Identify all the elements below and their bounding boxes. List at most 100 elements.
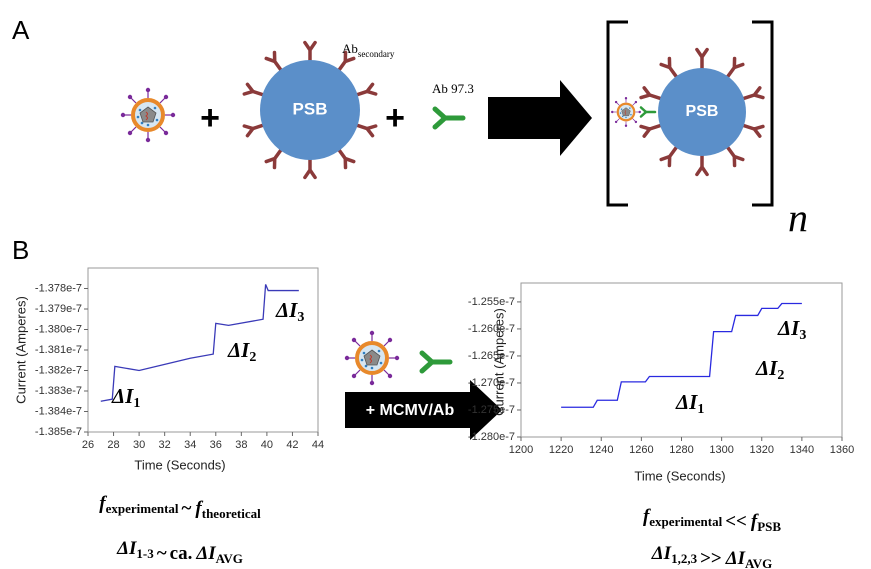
x-tick-label: 44 <box>312 439 324 451</box>
plot-frame <box>521 283 842 437</box>
eq-op: ca. <box>170 543 193 564</box>
virus-icon <box>611 97 640 126</box>
x-tick-label: 26 <box>82 439 94 451</box>
antibody <box>641 88 663 99</box>
x-tick-label: 1320 <box>750 444 774 456</box>
equation: fexperimental~ftheoretical <box>99 493 261 521</box>
eq-sub: 1,2,3 <box>671 551 698 566</box>
ab-973-label: Ab 97.3 <box>432 81 474 96</box>
eq-op: ~ <box>157 543 167 564</box>
equation: ΔI1,2,3>>ΔIAVG <box>651 543 773 569</box>
eq-main: ΔI <box>195 543 216 564</box>
equations: fexperimental~ftheoreticalΔI1-3~ca.ΔIAVG… <box>99 493 781 569</box>
y-tick-label: -1.383e-7 <box>35 385 82 397</box>
x-axis-label: Time (Seconds) <box>134 457 225 472</box>
annotation-main: ΔI <box>275 298 298 322</box>
step-annotation: ΔI1 <box>675 390 704 417</box>
panel-label: A <box>12 15 30 45</box>
x-tick-label: 1260 <box>629 444 653 456</box>
antibody <box>741 125 763 136</box>
eq-main: ΔI <box>116 538 137 559</box>
eq-sub: AVG <box>745 556 772 569</box>
equation: fexperimental<<fPSB <box>643 506 781 534</box>
annotation-sub: 2 <box>777 368 784 383</box>
x-tick-label: 1200 <box>509 444 533 456</box>
x-axis-label: Time (Seconds) <box>634 468 725 483</box>
annotation-sub: 3 <box>297 310 304 325</box>
antibody <box>726 59 743 79</box>
annotation-main: ΔI <box>755 356 778 380</box>
antibody <box>661 59 678 79</box>
x-tick-label: 42 <box>286 439 298 451</box>
antibody <box>697 153 707 174</box>
antibody-973 <box>641 108 655 117</box>
y-tick-label: -1.255e-7 <box>468 296 515 308</box>
eq-sub: theoretical <box>202 506 261 521</box>
x-tick-label: 28 <box>107 439 119 451</box>
psb-label: PSB <box>686 103 719 120</box>
equation: ΔI1-3~ca.ΔIAVG <box>116 538 243 566</box>
y-tick-label: -1.380e-7 <box>35 323 82 335</box>
page: A B + PSB Absecondary + Ab 97.3 PSB n + … <box>0 0 871 569</box>
x-tick-label: 1300 <box>709 444 733 456</box>
annotation-sub: 1 <box>697 402 704 417</box>
eq-sub: experimental <box>106 501 179 516</box>
step-annotation: ΔI3 <box>275 298 304 325</box>
x-tick-label: 30 <box>133 439 145 451</box>
annotation-main: ΔI <box>111 384 134 408</box>
x-tick-label: 38 <box>235 439 247 451</box>
y-axis-label: Current (Amperes) <box>491 308 506 416</box>
eq-op: >> <box>700 548 722 569</box>
y-tick-label: -1.384e-7 <box>35 405 82 417</box>
antibody <box>697 50 707 71</box>
figure: A B + PSB Absecondary + Ab 97.3 PSB n + … <box>0 0 871 569</box>
step-annotation: ΔI2 <box>227 338 256 365</box>
x-tick-label: 34 <box>184 439 196 451</box>
label-sub: secondary <box>358 49 395 59</box>
y-tick-label: -1.381e-7 <box>35 344 82 356</box>
bracket-right <box>752 22 772 205</box>
antibody-973 <box>435 109 463 127</box>
annotation-main: ΔI <box>777 316 800 340</box>
annotation-sub: 3 <box>799 328 806 343</box>
psb-label: PSB <box>293 99 328 118</box>
eq-sub: AVG <box>216 551 243 566</box>
step-annotation: ΔI1 <box>111 384 140 411</box>
eq-op: << <box>725 511 747 532</box>
x-tick-label: 1340 <box>790 444 814 456</box>
antibody <box>641 125 663 136</box>
plus-sign: + <box>385 99 405 137</box>
annotation-main: ΔI <box>227 338 250 362</box>
arrow-label: + MCMV/Ab <box>366 402 455 419</box>
eq-op: ~ <box>182 498 192 519</box>
eq-sub: PSB <box>757 519 781 534</box>
antibody-973 <box>422 353 450 371</box>
antibody <box>661 145 678 165</box>
step-annotation: ΔI2 <box>755 356 784 383</box>
eq-main: ΔI <box>651 543 672 564</box>
x-tick-label: 1220 <box>549 444 573 456</box>
antibody <box>726 145 743 165</box>
virus-icon <box>121 88 174 141</box>
multiplier: n <box>788 195 808 240</box>
annotation-sub: 1 <box>133 396 140 411</box>
x-tick-label: 1280 <box>669 444 693 456</box>
ab-secondary-label: Absecondary <box>342 41 395 59</box>
x-tick-label: 40 <box>261 439 273 451</box>
y-tick-label: -1.382e-7 <box>35 364 82 376</box>
y-tick-label: -1.379e-7 <box>35 303 82 315</box>
y-tick-label: -1.378e-7 <box>35 282 82 294</box>
eq-main: ΔI <box>725 548 746 569</box>
y-axis-label: Current (Amperes) <box>13 296 28 404</box>
eq-sub: 1-3 <box>136 546 154 561</box>
virus-icon <box>345 331 398 384</box>
y-tick-label: -1.385e-7 <box>35 426 82 438</box>
antibody <box>741 88 763 99</box>
label-main: Ab <box>342 41 358 56</box>
y-tick-label: -1.280e-7 <box>468 431 515 443</box>
plus-sign: + <box>200 99 220 137</box>
x-tick-label: 32 <box>159 439 171 451</box>
annotation-main: ΔI <box>675 390 698 414</box>
annotation-sub: 2 <box>249 350 256 365</box>
